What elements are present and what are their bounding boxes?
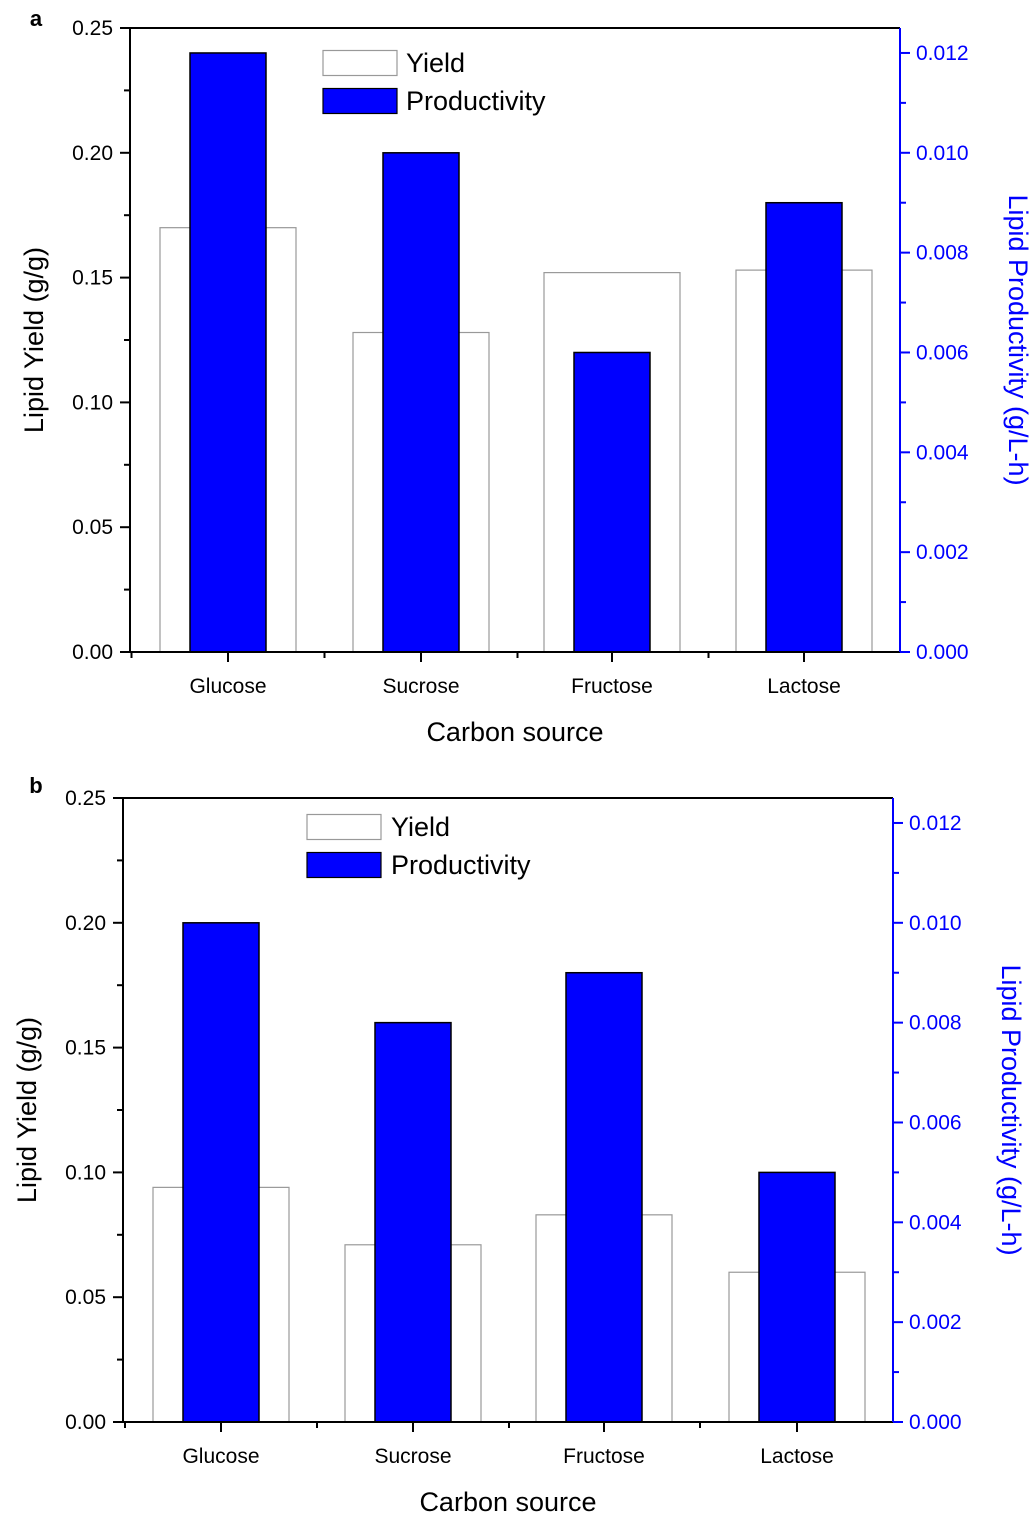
- legend: Yield Productivity: [306, 812, 531, 880]
- y-right-tick-label: 0.012: [916, 42, 969, 65]
- x-tick-label: Fructose: [563, 1445, 645, 1468]
- y-right-tick-label: 0.012: [909, 812, 962, 835]
- y-tick-label: 0.15: [65, 1037, 106, 1060]
- productivity-bar: [374, 1021, 452, 1423]
- y-right-tick-label: 0.004: [916, 441, 969, 464]
- legend-swatch-productivity: [306, 851, 382, 879]
- y-right-tick-label: 0.006: [916, 341, 969, 364]
- x-tick-label: Fructose: [571, 675, 653, 698]
- x-tick-label: Sucrose: [374, 1445, 451, 1468]
- legend-label-productivity: Productivity: [406, 86, 546, 116]
- x-axis-title: Carbon source: [419, 1487, 596, 1515]
- x-axis-title: Carbon source: [426, 717, 603, 747]
- productivity-bar: [382, 152, 460, 653]
- y-right-tick-label: 0.008: [909, 1012, 962, 1035]
- legend-label-yield: Yield: [391, 812, 450, 842]
- y-tick-label: 0.25: [65, 787, 106, 810]
- x-tick-label: Sucrose: [382, 675, 459, 698]
- legend-swatch-yield: [306, 813, 382, 841]
- y-right-tick-label: 0.010: [916, 142, 969, 165]
- panel-label: a: [30, 6, 43, 31]
- y-right-tick-label: 0.000: [916, 641, 969, 664]
- y-tick-label: 0.25: [72, 17, 113, 40]
- x-tick-label: Glucose: [189, 675, 266, 698]
- y-tick-label: 0.05: [72, 516, 113, 539]
- productivity-bar: [573, 351, 651, 653]
- y-right-tick-label: 0.002: [909, 1311, 962, 1334]
- y-axis-title: Lipid Yield (g/g): [19, 247, 49, 433]
- panel-label: b: [29, 773, 42, 798]
- legend: Yield Productivity: [322, 48, 546, 116]
- y-tick-label: 0.10: [72, 391, 113, 414]
- y-right-tick-label: 0.002: [916, 541, 969, 564]
- productivity-bar: [565, 971, 643, 1423]
- legend-swatch-yield: [322, 49, 398, 77]
- legend-label-yield: Yield: [406, 48, 465, 78]
- y-right-axis-title: Lipid Productivity (g/L-h): [996, 964, 1026, 1255]
- y-tick-label: 0.00: [65, 1411, 106, 1434]
- y-tick-label: 0.20: [72, 142, 113, 165]
- chart-panel-a: a 0.00 0.05 0.10 0.15 0.20 0.25 0.000 0.002 0.004…: [19, 6, 1033, 747]
- productivity-bar: [189, 52, 267, 653]
- y-axis-title: Lipid Yield (g/g): [12, 1017, 42, 1203]
- x-tick-label: Glucose: [182, 1445, 259, 1468]
- y-right-tick-label: 0.006: [909, 1111, 962, 1134]
- y-tick-label: 0.00: [72, 641, 113, 664]
- y-tick-label: 0.15: [72, 267, 113, 290]
- productivity-bar: [765, 201, 843, 653]
- chart-panel-b: b 0.00 0.05 0.10 0.15 0.20 0.25 0.000 0.002 0.004…: [12, 773, 1026, 1515]
- productivity-bar: [758, 1171, 836, 1423]
- y-tick-label: 0.20: [65, 912, 106, 935]
- x-tick-label: Lactose: [767, 675, 841, 698]
- y-tick-label: 0.10: [65, 1161, 106, 1184]
- x-tick-label: Lactose: [760, 1445, 834, 1468]
- y-right-tick-label: 0.004: [909, 1211, 962, 1234]
- productivity-bar: [182, 922, 260, 1423]
- y-right-axis-title: Lipid Productivity (g/L-h): [1003, 194, 1033, 485]
- y-tick-label: 0.05: [65, 1286, 106, 1309]
- y-right-tick-label: 0.010: [909, 912, 962, 935]
- y-right-tick-label: 0.008: [916, 242, 969, 265]
- y-right-tick-label: 0.000: [909, 1411, 962, 1434]
- legend-label-productivity: Productivity: [391, 850, 531, 880]
- legend-swatch-productivity: [322, 87, 398, 115]
